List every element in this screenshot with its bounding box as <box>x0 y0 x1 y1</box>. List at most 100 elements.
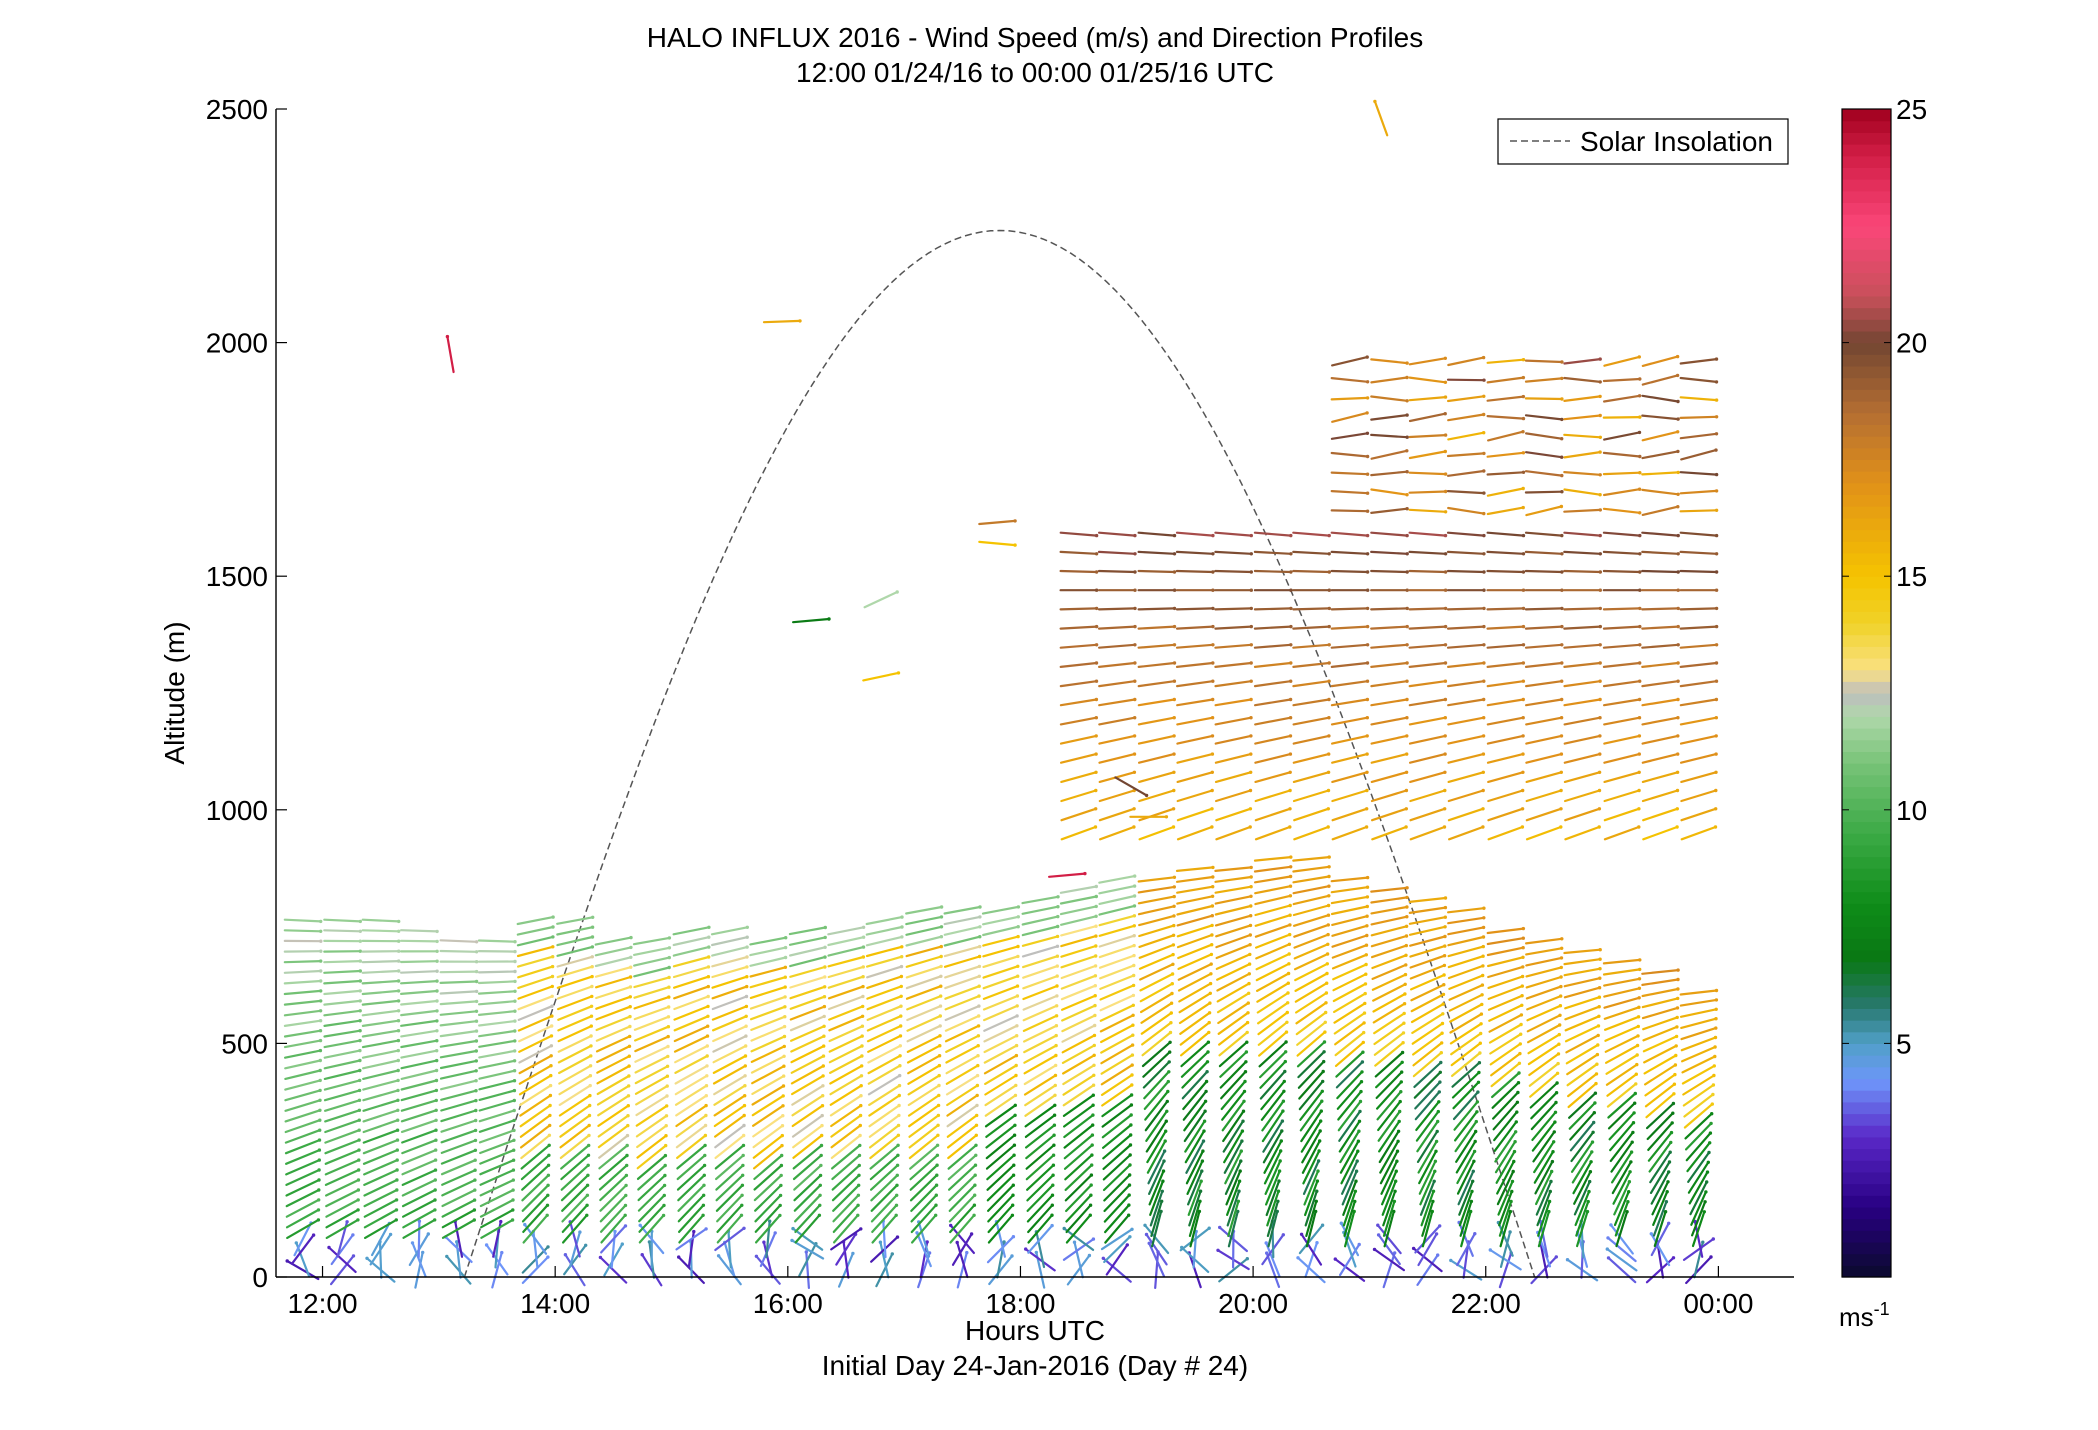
wind-vector-head <box>824 926 827 929</box>
wind-vector-head <box>1481 955 1484 958</box>
wind-vector-head <box>1512 1170 1515 1173</box>
wind-vector-upper-head <box>1094 807 1097 810</box>
wind-vector-upper-head <box>1715 661 1718 664</box>
wind-vector-head <box>1130 1228 1133 1231</box>
wind-vector-head <box>1289 875 1292 878</box>
wind-vector-head <box>648 1240 651 1243</box>
wind-vector-head <box>1015 1044 1018 1047</box>
wind-vector-head <box>1014 1084 1017 1087</box>
colorbar-band <box>1842 1008 1891 1020</box>
wind-vector-upper-head <box>1444 552 1447 555</box>
wind-vector-upper-head <box>1289 734 1292 737</box>
wind-vector-upper-head <box>1599 661 1602 664</box>
wind-vector-upper-head <box>1598 789 1601 792</box>
wind-vector-upper-head <box>1249 807 1252 810</box>
colorbar-band <box>1842 716 1891 728</box>
wind-vector-head <box>1010 1254 1013 1257</box>
wind-vector-head <box>823 985 826 988</box>
wind-vector-isolated-head <box>798 319 801 322</box>
wind-vector-head <box>590 995 593 998</box>
wind-vector-head <box>1402 1022 1405 1025</box>
wind-vector-head <box>1131 1034 1134 1037</box>
wind-vector-upper-head <box>1599 534 1602 537</box>
wind-vector-head <box>1587 1200 1590 1203</box>
wind-vector-head <box>1395 1160 1398 1163</box>
wind-vector-head <box>1133 894 1136 897</box>
wind-vector-head <box>900 935 903 938</box>
wind-vector-upper-head <box>1715 607 1718 610</box>
wind-vector-head <box>861 1015 864 1018</box>
wind-vector-head <box>590 985 593 988</box>
wind-vector-head <box>1405 925 1408 928</box>
wind-vector-head <box>512 1129 515 1132</box>
wind-vector-head <box>1627 1190 1630 1193</box>
colorbar-band <box>1842 985 1891 997</box>
wind-vector-head <box>629 936 632 939</box>
wind-vector-upper-head <box>1444 734 1447 737</box>
wind-vector-head <box>1396 1150 1399 1153</box>
wind-vector-head <box>475 960 478 963</box>
wind-vector-head <box>627 1064 630 1067</box>
wind-vector-head <box>1281 1109 1284 1112</box>
wind-vector-head <box>1327 914 1330 917</box>
wind-vector-head <box>1477 1071 1480 1074</box>
wind-vector-upper <box>1681 608 1717 609</box>
wind-vector-head <box>900 945 903 948</box>
wind-vector-head <box>664 1144 667 1147</box>
wind-vector-head <box>1478 1061 1481 1064</box>
wind-vector-upper-head <box>1133 698 1136 701</box>
wind-vector-head <box>1553 1130 1556 1133</box>
wind-vector-head <box>1171 982 1174 985</box>
colorbar-band <box>1842 1032 1891 1044</box>
wind-vector-head <box>1439 1061 1442 1064</box>
wind-vector-head <box>1055 1004 1058 1007</box>
wind-vector-head <box>1289 855 1292 858</box>
wind-vector-upper-head <box>1249 734 1252 737</box>
wind-vector-head <box>1287 972 1290 975</box>
wind-vector-upper-head <box>1715 589 1718 592</box>
wind-vector-head <box>396 1109 399 1112</box>
wind-vector-upper-head <box>1094 789 1097 792</box>
wind-vector-head <box>1594 1092 1597 1095</box>
wind-vector-head <box>1588 1180 1591 1183</box>
wind-vector-head <box>1017 925 1020 928</box>
wind-vector-head <box>319 920 322 923</box>
wind-vector-head <box>549 1074 552 1077</box>
wind-vector-head <box>1246 1011 1249 1014</box>
wind-vector-head <box>1357 1130 1360 1133</box>
wind-vector-upper-head <box>1366 552 1369 555</box>
wind-vector-head <box>784 976 787 979</box>
wind-vector-head <box>1557 1043 1560 1046</box>
x-tick-label: 16:00 <box>753 1288 823 1319</box>
colorbar-band <box>1842 670 1891 682</box>
colorbar-band <box>1842 658 1891 670</box>
wind-vector-head <box>1518 1052 1521 1055</box>
wind-vector-head <box>352 1254 355 1257</box>
y-tick-label: 1500 <box>206 561 268 592</box>
wind-vector-upper-head <box>1366 625 1369 628</box>
wind-vector-head <box>891 1252 894 1255</box>
wind-vector-head <box>702 1194 705 1197</box>
wind-vector-head <box>475 1069 478 1072</box>
wind-vector-upper-head <box>1443 752 1446 755</box>
wind-vector-head <box>1206 1060 1209 1063</box>
wind-vector-head <box>588 1094 591 1097</box>
wind-vector-head <box>1482 926 1485 929</box>
wind-vector-head <box>599 1256 602 1259</box>
wind-vector-head <box>357 1178 360 1181</box>
wind-vector-head <box>397 1009 400 1012</box>
wind-vector-head <box>1358 1243 1361 1246</box>
wind-vector-upper-head <box>1638 680 1641 683</box>
wind-vector-upper-head <box>1172 807 1175 810</box>
wind-vector-upper-head <box>1405 643 1408 646</box>
wind-vector-head <box>629 956 632 959</box>
wind-vector-head <box>935 1174 938 1177</box>
wind-vector-upper-head <box>1715 643 1718 646</box>
wind-vector-head <box>1593 1111 1596 1114</box>
wind-vector-head <box>707 955 710 958</box>
wind-vector-head <box>860 1064 863 1067</box>
wind-vector-head <box>1011 1214 1014 1217</box>
wind-vector-upper-head <box>1444 357 1447 360</box>
wind-vector-head <box>1249 885 1252 888</box>
wind-vector-head <box>1479 1042 1482 1045</box>
